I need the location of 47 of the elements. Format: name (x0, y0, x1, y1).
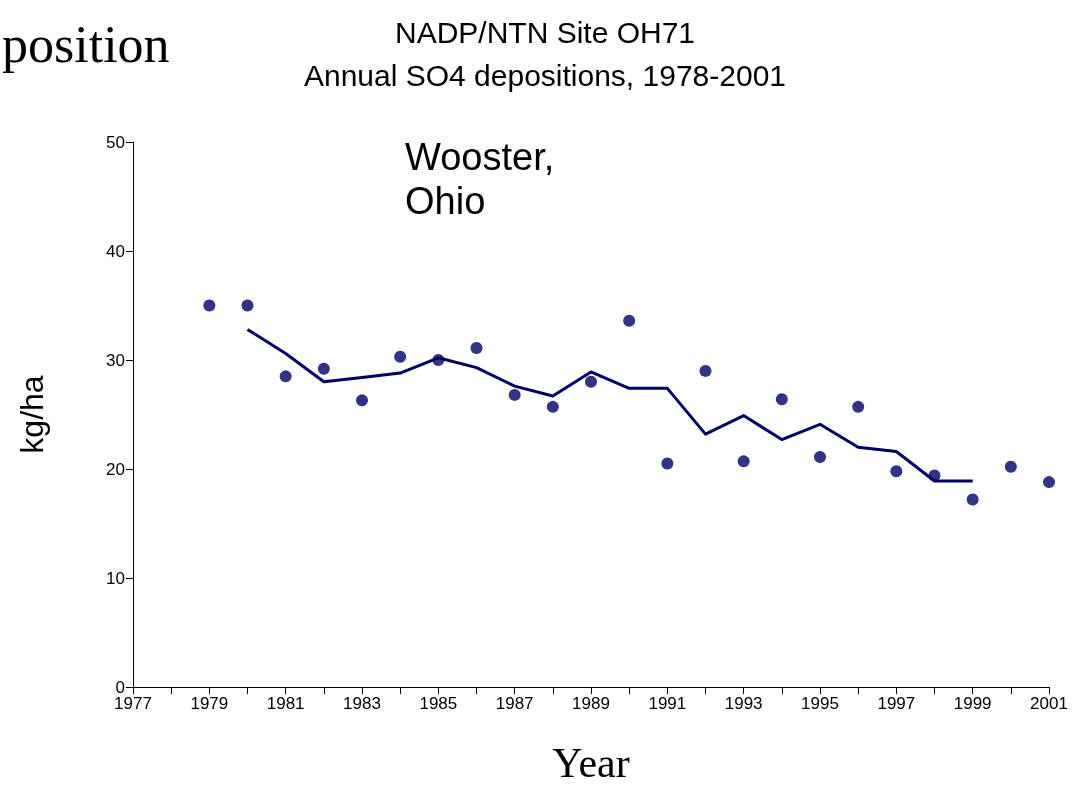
point (699, 364, 712, 377)
chart-subtitle: Annual SO4 depositions, 1978-2001 (303, 58, 787, 92)
x-tick-label: 1991 (648, 694, 687, 713)
point (546, 400, 559, 413)
point (890, 465, 903, 478)
annotation: Wooster, Ohio (405, 136, 555, 222)
point (1043, 476, 1055, 489)
point (775, 393, 788, 406)
x-tick-label: 1997 (877, 694, 916, 713)
point (508, 388, 521, 401)
y-axis-title: kg/ha (14, 375, 50, 454)
y-tick-label: 0 (115, 677, 125, 697)
point (737, 455, 750, 468)
y-tick-label: 40 (106, 241, 125, 261)
point (203, 299, 216, 312)
y-tick-label: 30 (106, 350, 125, 370)
point (814, 451, 826, 464)
x-tick-label: 1995 (801, 694, 839, 713)
point (661, 457, 674, 470)
point (966, 493, 979, 506)
x-tick-label: 1983 (343, 694, 381, 713)
point (356, 394, 368, 407)
point (241, 299, 254, 312)
x-tick-label: 1987 (495, 694, 534, 713)
point (279, 370, 292, 383)
point (1004, 460, 1017, 473)
line-series (246, 327, 975, 483)
point (394, 350, 407, 363)
point (585, 375, 597, 388)
x-tick-label: 1981 (266, 694, 305, 713)
x-tick-label: 1993 (724, 694, 763, 713)
y-tick-label: 20 (106, 459, 125, 479)
chart-title: NADP/NTN Site OH71 (394, 15, 696, 49)
x-tick-label: 1985 (419, 694, 458, 713)
y-tick-label: 10 (106, 568, 125, 588)
point (623, 314, 636, 327)
x-tick-label: 1989 (572, 694, 610, 713)
x-tick-label: 2001 (1030, 694, 1068, 713)
point (317, 362, 330, 375)
text: position (2, 15, 170, 73)
x-tick-label: 1999 (953, 694, 992, 713)
x-tick-label: 1979 (190, 694, 229, 713)
point (852, 400, 865, 413)
x-tick-label: 1977 (114, 694, 152, 713)
x-axis-title: Year (552, 740, 630, 786)
point (470, 342, 483, 355)
y-tick-label: 50 (106, 132, 125, 152)
